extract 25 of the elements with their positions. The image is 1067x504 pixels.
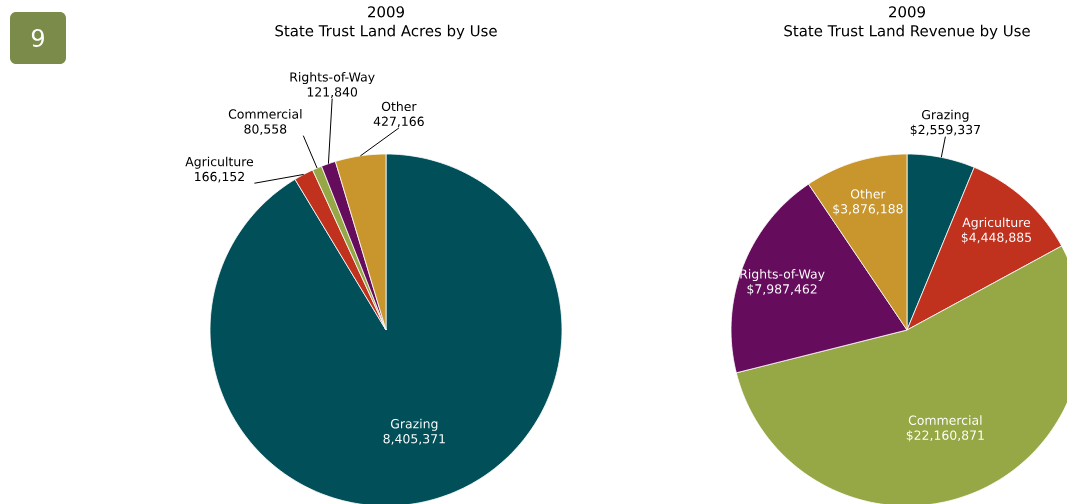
slice-label: Agriculture: [185, 156, 254, 169]
data-label: 8,405,371: [383, 433, 445, 445]
slice-label: Other: [850, 188, 886, 199]
text: 9: [31, 28, 44, 48]
slice-label: Rights-of-Way: [740, 269, 825, 282]
slice-label: Agriculture: [962, 217, 1031, 230]
slice-label: Commercial: [228, 109, 302, 119]
slice-label: Grazing: [922, 109, 969, 122]
slice-label: Rights-of-Way: [290, 72, 375, 85]
slice-label: Commercial: [908, 415, 982, 425]
chart-subtitle: State Trust Land Revenue by Use: [784, 24, 1030, 40]
chart-title: 2009: [889, 6, 925, 18]
data-label: 80,558: [244, 124, 287, 135]
data-label: 166,152: [195, 171, 244, 183]
slice-label: Grazing: [390, 418, 438, 431]
data-label: $22,160,871: [906, 430, 984, 442]
chart-title: 2009: [368, 6, 404, 18]
data-label: $7,987,462: [747, 283, 817, 296]
chart-subtitle: State Trust Land Acres by Use: [275, 24, 497, 40]
data-label: 427,166: [373, 116, 424, 128]
data-label: 121,840: [307, 87, 358, 98]
data-label: $4,448,885: [961, 232, 1031, 244]
data-label: $3,876,188: [833, 203, 903, 216]
slice-label: Other: [381, 101, 417, 112]
data-label: $2,559,337: [910, 124, 980, 136]
